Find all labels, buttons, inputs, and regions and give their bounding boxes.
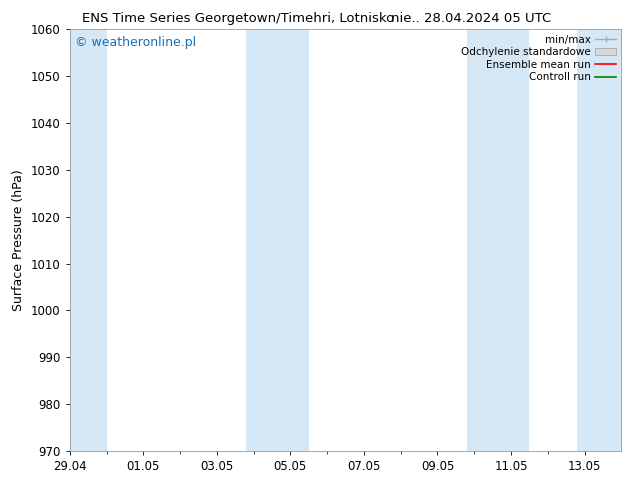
Legend: min/max, Odchylenie standardowe, Ensemble mean run, Controll run: min/max, Odchylenie standardowe, Ensembl… [459, 32, 618, 84]
Y-axis label: Surface Pressure (hPa): Surface Pressure (hPa) [13, 169, 25, 311]
Bar [467, 29, 529, 451]
Bar [577, 29, 629, 451]
Text: nie.. 28.04.2024 05 UTC: nie.. 28.04.2024 05 UTC [391, 12, 552, 25]
Text: ENS Time Series Georgetown/Timehri, Lotnisko: ENS Time Series Georgetown/Timehri, Lotn… [82, 12, 395, 25]
Text: © weatheronline.pl: © weatheronline.pl [75, 36, 197, 49]
Bar [246, 29, 309, 451]
Bar [62, 29, 107, 451]
